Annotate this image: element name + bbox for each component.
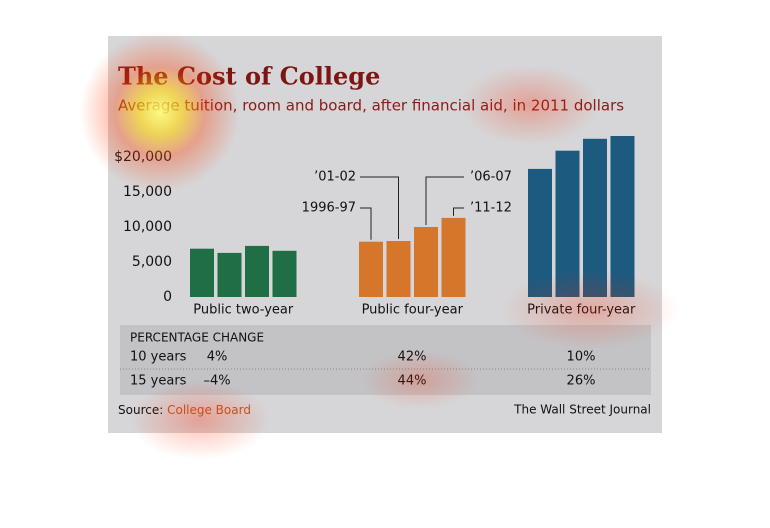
table-cell: –4% <box>203 374 230 389</box>
row-label: 10 years <box>130 350 187 365</box>
bar <box>414 227 438 297</box>
table-cell: 42% <box>398 350 427 365</box>
bar <box>583 138 607 297</box>
y-tick-label: 15,000 <box>123 184 172 200</box>
source-label: Source: <box>118 403 163 417</box>
x-tick-label: Private four-year <box>527 303 636 318</box>
series-label: ’01-02 <box>314 170 356 185</box>
table-cell: 26% <box>567 374 596 389</box>
series-label: ’11-12 <box>470 201 512 216</box>
bar <box>272 250 297 297</box>
bar <box>441 217 466 297</box>
bar <box>610 136 635 297</box>
source-name: College Board <box>167 403 251 417</box>
source: Source: College Board <box>118 403 251 417</box>
bar <box>245 245 269 297</box>
chart-title: The Cost of College <box>118 62 380 91</box>
y-tick-label: 5,000 <box>132 254 172 270</box>
y-tick-label: 0 <box>163 289 172 305</box>
x-tick-label: Public two-year <box>193 303 294 318</box>
table-cell: 44% <box>398 374 427 389</box>
y-tick-label: 10,000 <box>123 219 172 235</box>
bar <box>359 241 383 297</box>
bar <box>190 248 214 297</box>
table-cell: 4% <box>207 350 228 365</box>
series-label: 1996-97 <box>302 201 356 216</box>
bar <box>555 150 580 297</box>
bar <box>386 241 411 297</box>
table-header: PERCENTAGE CHANGE <box>130 331 264 345</box>
x-tick-label: Public four-year <box>362 303 464 318</box>
row-label: 15 years <box>130 374 187 389</box>
chart-subtitle: Average tuition, room and board, after f… <box>118 97 624 115</box>
table-cell: 10% <box>567 350 596 365</box>
y-tick-label: $20,000 <box>114 149 172 165</box>
bar <box>217 252 242 297</box>
credit: The Wall Street Journal <box>513 403 651 417</box>
bar <box>528 168 552 297</box>
series-label: ’06-07 <box>470 170 512 185</box>
